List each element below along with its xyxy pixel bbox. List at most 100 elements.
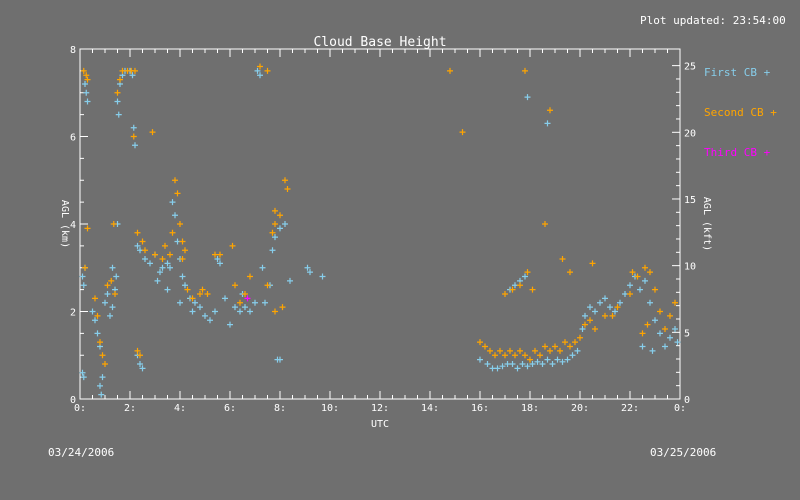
data-point-series-1 (487, 347, 493, 354)
data-point-series-0 (564, 356, 571, 363)
y-axis-label-left: AGL (km) (59, 200, 70, 248)
data-point-series-0 (524, 363, 531, 370)
data-point-series-1 (197, 291, 203, 297)
x-tick-label: 2: (124, 403, 136, 414)
data-point-series-0 (89, 308, 96, 315)
x-tick-label: 16: (471, 403, 489, 414)
y2-tick-label: 0 (684, 395, 690, 406)
data-point-series-0 (597, 299, 603, 306)
data-point-series-1 (282, 177, 288, 184)
data-point-series-0 (227, 321, 233, 328)
legend-third-cb-marker: + (763, 146, 771, 159)
x-axis-label: UTC (371, 419, 389, 430)
data-point-series-0 (627, 282, 633, 289)
data-point-series-1 (137, 352, 143, 359)
data-point-series-0 (130, 124, 137, 131)
data-point-series-1 (179, 256, 186, 262)
data-point-series-0 (649, 347, 656, 354)
data-point-series-0 (647, 299, 653, 306)
legend-first-cb-marker: + (763, 66, 771, 79)
data-point-series-0 (132, 142, 138, 149)
data-point-series-1 (112, 291, 118, 297)
data-point-series-1 (174, 190, 181, 197)
data-point-series-0 (197, 304, 203, 311)
x-tick-label: 10: (321, 403, 339, 414)
data-point-series-0 (477, 356, 483, 363)
data-point-series-1 (117, 76, 123, 83)
data-point-series-1 (502, 291, 508, 297)
data-point-series-1 (142, 247, 148, 254)
data-point-series-0 (287, 277, 293, 284)
data-point-series-0 (252, 299, 258, 306)
data-point-series-1 (522, 352, 528, 359)
data-point-series-0 (167, 264, 173, 271)
data-point-series-0 (667, 334, 673, 341)
data-point-series-1 (130, 133, 137, 140)
data-point-series-1 (652, 286, 658, 293)
data-point-series-0 (569, 352, 576, 359)
y-tick-label: 0 (70, 395, 76, 406)
legend-second-cb: Second CB + (704, 106, 777, 119)
data-point-series-1 (269, 229, 276, 236)
data-point-series-0 (207, 317, 213, 324)
legend-first-cb-label: First CB (704, 66, 757, 79)
data-point-series-1 (94, 312, 101, 319)
data-point-series-1 (662, 326, 668, 332)
data-point-series-1 (557, 347, 563, 354)
data-point-series-0 (319, 273, 326, 280)
data-point-series-0 (212, 308, 218, 315)
data-point-series-0 (157, 269, 163, 276)
data-point-series-1 (277, 212, 283, 219)
data-point-series-1 (492, 352, 498, 359)
data-point-series-0 (282, 221, 288, 227)
data-point-series-1 (232, 282, 238, 289)
data-point-series-1 (102, 361, 108, 367)
x-tick-label: 6: (224, 403, 236, 414)
data-point-series-1 (447, 67, 453, 74)
data-point-series-0 (179, 273, 186, 280)
data-point-series-1 (110, 221, 117, 227)
data-point-series-0 (237, 308, 243, 315)
data-point-series-1 (497, 347, 503, 354)
data-point-series-1 (92, 295, 98, 302)
data-point-series-0 (592, 308, 598, 315)
data-point-series-1 (257, 63, 263, 70)
y-tick-label: 4 (70, 220, 76, 231)
data-point-series-1 (237, 299, 243, 306)
data-point-series-0 (544, 356, 551, 363)
data-point-series-0 (247, 308, 253, 315)
data-point-series-0 (642, 277, 648, 284)
data-point-series-2 (244, 295, 251, 302)
data-point-series-1 (614, 304, 621, 311)
data-point-series-0 (499, 363, 506, 370)
data-point-series-1 (577, 334, 583, 341)
data-point-series-1 (279, 304, 286, 311)
data-point-series-1 (84, 76, 91, 83)
data-point-series-0 (519, 361, 526, 367)
data-point-series-1 (162, 242, 168, 249)
axes: Cloud Base Height UTC AGL (km) AGL (kft) (59, 35, 712, 430)
x-tick-label: 0: (674, 403, 686, 414)
data-point-series-0 (129, 72, 136, 79)
data-point-series-1 (512, 352, 518, 359)
data-point-series-1 (108, 277, 115, 284)
data-point-series-0 (114, 98, 121, 105)
data-point-series-0 (202, 312, 208, 319)
x-tick-label: 0: (74, 403, 86, 414)
x-tick-label: 22: (621, 403, 639, 414)
data-point-series-0 (549, 361, 556, 367)
data-point-series-0 (662, 343, 668, 350)
data-point-series-0 (169, 199, 176, 206)
data-point-series-0 (617, 299, 623, 306)
data-point-series-0 (524, 94, 531, 101)
data-point-series-0 (254, 67, 261, 74)
data-point-series-1 (634, 273, 641, 280)
data-point-series-0 (262, 299, 268, 306)
data-point-series-0 (79, 273, 86, 280)
data-point-series-1 (657, 308, 663, 315)
data-point-series-0 (579, 326, 586, 332)
data-point-series-1 (482, 343, 488, 350)
data-point-series-0 (154, 277, 161, 284)
data-point-series-1 (159, 256, 166, 262)
